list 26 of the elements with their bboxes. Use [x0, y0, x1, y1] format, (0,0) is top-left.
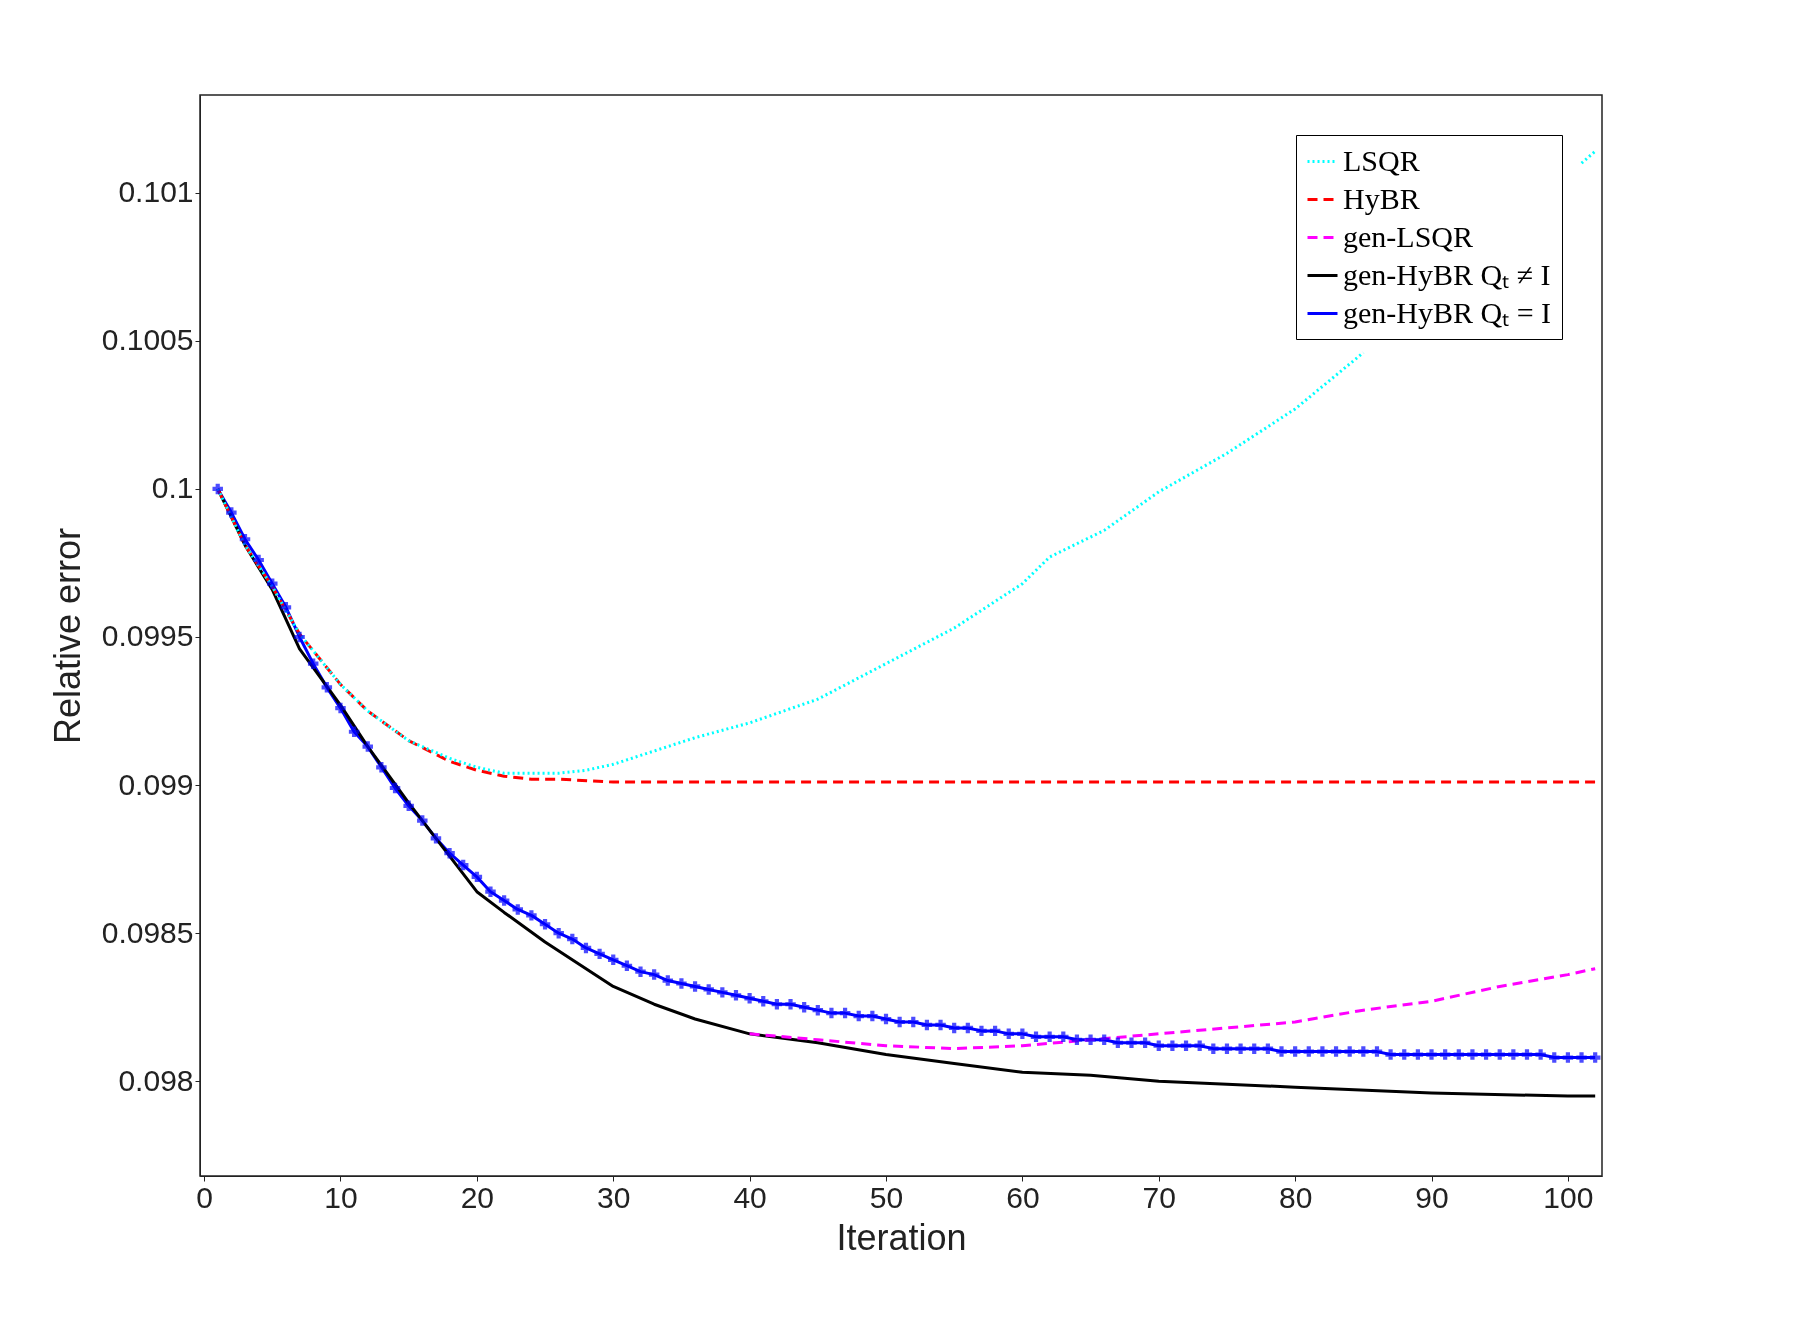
x-tick-label: 70: [1142, 1180, 1176, 1214]
x-tick-label: 10: [324, 1180, 358, 1214]
x-tick-label: 100: [1543, 1180, 1594, 1214]
x-tick-label: 30: [597, 1180, 631, 1214]
y-tick-label: 0.0995: [101, 619, 194, 653]
x-tick-label: 40: [733, 1180, 767, 1214]
legend-label: gen-HyBR Qₜ = I: [1343, 295, 1552, 329]
y-tick-label: 0.099: [118, 767, 194, 801]
y-tick-label: 0.1: [151, 471, 194, 505]
y-tick-label: 0.0985: [101, 915, 194, 949]
legend-label: HyBR: [1343, 181, 1420, 215]
line-series: [748, 967, 1597, 1051]
x-tick-label: 80: [1278, 1180, 1313, 1214]
x-tick-label: 90: [1415, 1180, 1449, 1214]
y-tick-label: 0.1005: [101, 323, 194, 357]
x-tick-label: 50: [869, 1180, 904, 1214]
x-tick-label: 0: [196, 1180, 213, 1214]
y-axis-title: Relative error: [46, 527, 88, 745]
y-tick-label: 0.098: [118, 1063, 194, 1097]
x-tick-label: 60: [1006, 1180, 1040, 1214]
x-tick-label: 20: [460, 1180, 495, 1214]
y-tick-label: 0.101: [118, 175, 194, 209]
legend-label: gen-HyBR Qₜ ≠ I: [1343, 257, 1551, 291]
legend-label: LSQR: [1343, 143, 1420, 177]
legend-label: gen-LSQR: [1343, 219, 1473, 253]
x-axis-title: Iteration: [836, 1216, 967, 1258]
